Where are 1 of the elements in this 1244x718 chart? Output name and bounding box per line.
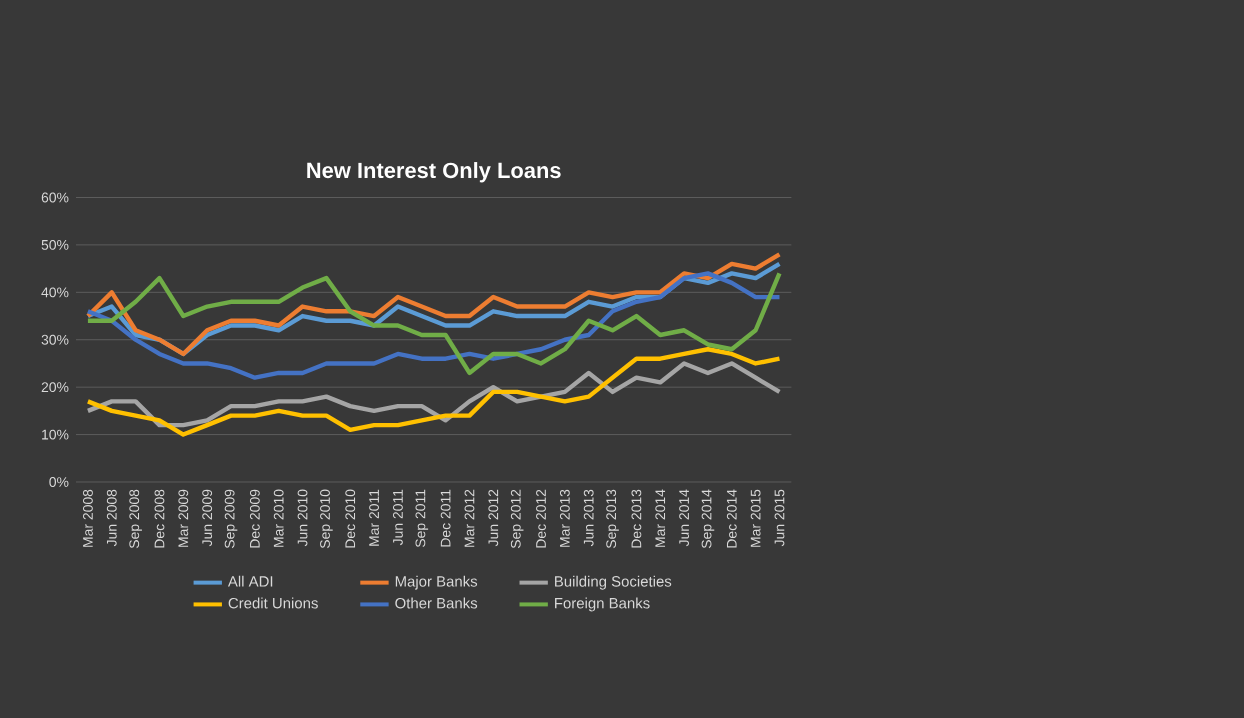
- chart-title: New Interest Only Loans: [307, 162, 561, 183]
